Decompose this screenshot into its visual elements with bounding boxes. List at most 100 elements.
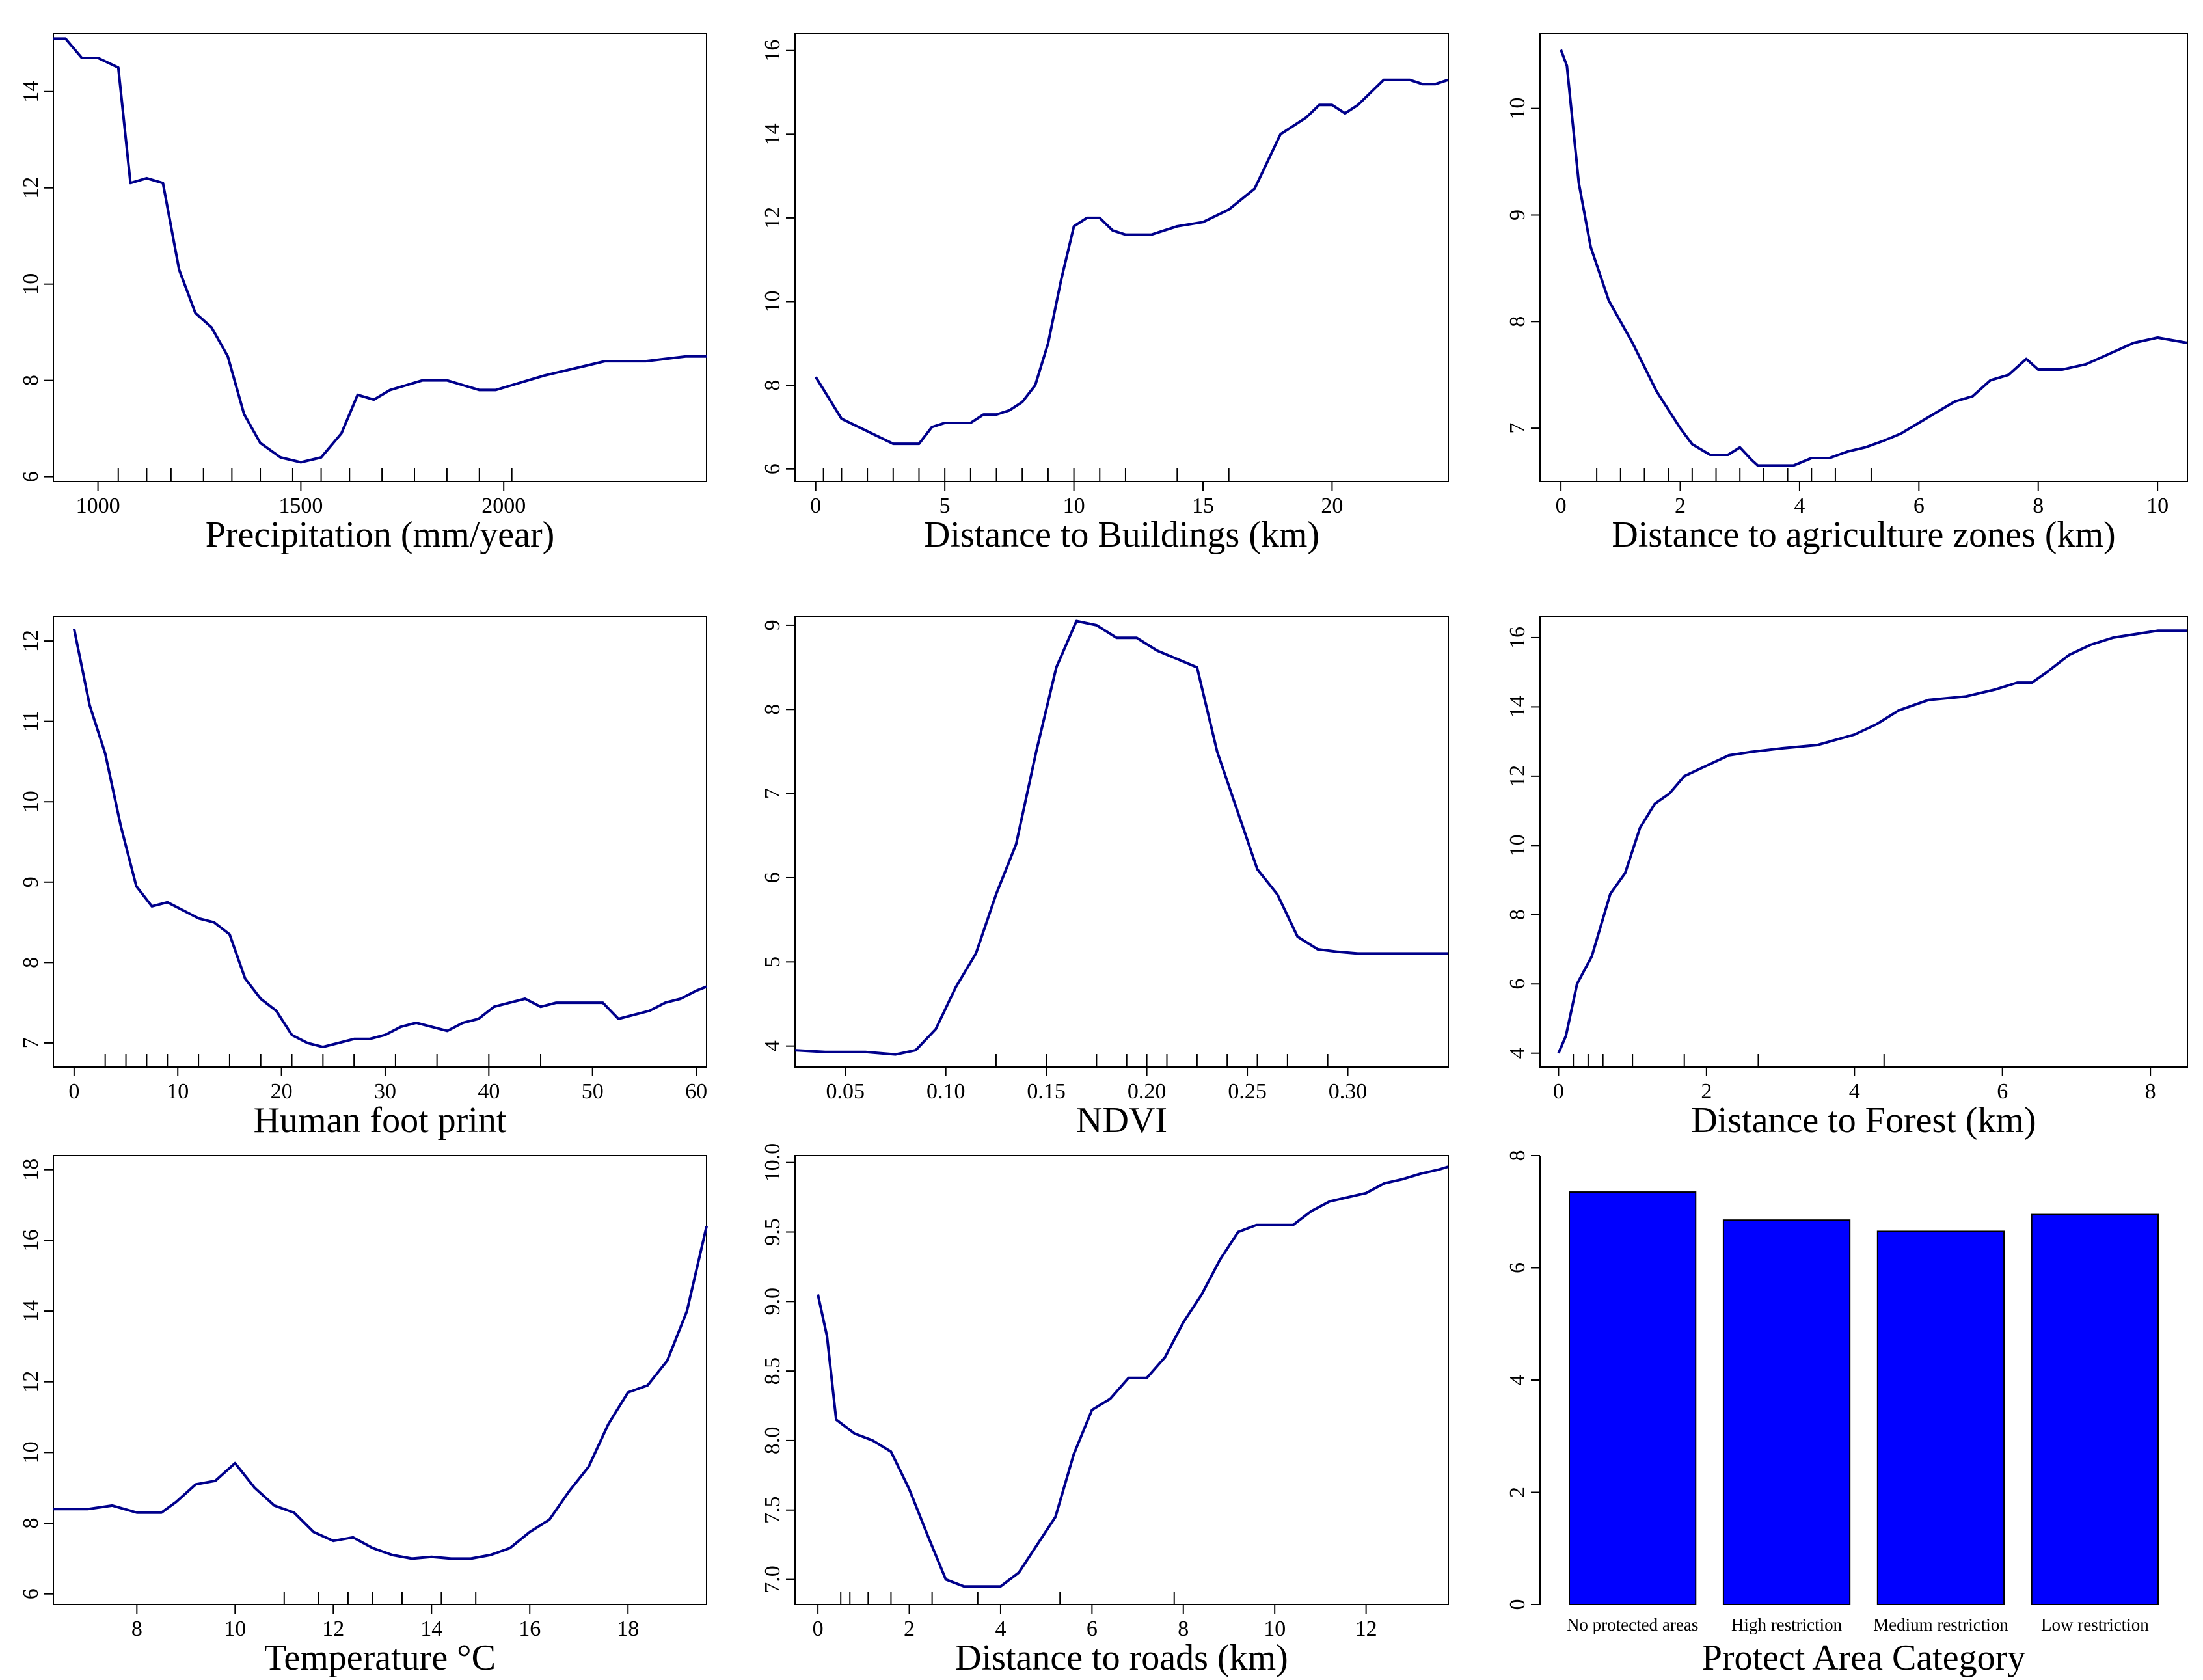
x-tick-label: 30	[374, 1079, 396, 1104]
y-tick-label: 7	[19, 1037, 43, 1048]
y-tick-label: 16	[19, 1229, 43, 1251]
y-tick-label: 10.0	[761, 1143, 785, 1182]
x-tick-label: 8	[131, 1617, 142, 1641]
x-axis-label: Protect Area Category	[1702, 1638, 2026, 1678]
y-tick-label: 12	[19, 630, 43, 652]
y-tick-label: 10	[19, 273, 43, 295]
y-tick-label: 8	[1506, 316, 1530, 327]
x-axis-label: Precipitation (mm/year)	[206, 515, 554, 555]
x-tick-label: 4	[1794, 494, 1805, 518]
x-tick-label: 2	[1701, 1079, 1712, 1104]
y-tick-label: 10	[1506, 834, 1530, 856]
x-tick-label: 1000	[76, 494, 120, 518]
panel-3: 7 8 9 10 0 2 4 6 8 10 Distance to agriculture zone…	[1506, 33, 2188, 555]
x-tick-label: 10	[2146, 494, 2169, 518]
plot-frame	[1539, 33, 2188, 482]
plot-frame	[794, 616, 1449, 1068]
y-tick-label: 10	[19, 1441, 43, 1463]
x-tick-label: 12	[1355, 1617, 1377, 1641]
y-tick-label: 7.5	[761, 1496, 785, 1524]
y-tick-label: 8	[1506, 1150, 1530, 1161]
y-tick-label: 12	[1506, 765, 1530, 787]
y-tick-label: 14	[761, 123, 785, 145]
x-tick-label: 0.10	[926, 1079, 966, 1104]
x-tick-label: 0.15	[1027, 1079, 1066, 1104]
response-curve	[794, 619, 1448, 1056]
x-tick-label: 0	[813, 1617, 824, 1641]
x-tick-label: 6	[1087, 1617, 1098, 1641]
y-tick-label: 6	[761, 463, 785, 474]
x-tick-label: 2	[1675, 494, 1686, 518]
x-tick-label: 10	[167, 1079, 189, 1104]
y-tick-label: 8	[19, 375, 43, 386]
y-tick-label: 14	[19, 81, 43, 103]
x-axis-label: Human foot print	[254, 1100, 507, 1141]
x-axis-label: NDVI	[1076, 1100, 1167, 1141]
y-tick-label: 4	[1506, 1375, 1530, 1386]
y-tick-label: 12	[19, 1371, 43, 1393]
y-tick-label: 10	[19, 791, 43, 813]
x-axis-label: Distance to agriculture zones (km)	[1612, 515, 2115, 555]
panel-6: 4 6 8 10 12 14 16 0 2 4 6 8 Distance to Forest (km)	[1506, 616, 2188, 1141]
x-tick-label: 14	[420, 1617, 442, 1641]
y-tick-label: 16	[1506, 627, 1530, 649]
response-curve	[53, 1226, 708, 1560]
x-tick-label: 1500	[278, 494, 323, 518]
y-tick-label: 8.0	[761, 1427, 785, 1455]
x-tick-label: 18	[617, 1617, 639, 1641]
y-tick-label: 9.0	[761, 1288, 785, 1316]
x-tick-label: 0	[810, 494, 821, 518]
bar-1	[1569, 1191, 1697, 1605]
response-curve	[815, 78, 1449, 446]
y-tick-label: 12	[19, 177, 43, 199]
y-tick-label: 4	[761, 1040, 785, 1051]
y-tick-label: 7	[761, 788, 785, 799]
y-tick-label: 6	[1506, 979, 1530, 990]
x-tick-label: 0.25	[1228, 1079, 1267, 1104]
x-tick-label: 8	[2145, 1079, 2156, 1104]
y-tick-label: 9	[761, 619, 785, 630]
y-tick-label: 14	[1506, 696, 1530, 718]
x-tick-label: 15	[1192, 494, 1214, 518]
bar-2	[1722, 1219, 1851, 1605]
x-tick-label: 40	[478, 1079, 500, 1104]
category-label: Medium restriction	[1873, 1615, 2008, 1634]
y-tick-label: 7	[1506, 423, 1530, 434]
y-tick-label: 8	[761, 704, 785, 715]
response-curve	[817, 1165, 1449, 1588]
category-label: High restriction	[1731, 1615, 1843, 1634]
x-tick-label: 20	[271, 1079, 293, 1104]
y-tick-label: 6	[19, 1588, 43, 1599]
y-tick-label: 11	[19, 711, 43, 732]
x-tick-label: 10	[1264, 1617, 1286, 1641]
y-tick-label: 4	[1506, 1048, 1530, 1059]
y-tick-label: 10	[1506, 98, 1530, 120]
x-tick-label: 2000	[481, 494, 526, 518]
bar-4	[2031, 1213, 2159, 1605]
x-tick-label: 6	[1913, 494, 1925, 518]
panel-9: 0 2 4 6 8 No protected areas High restriction M…	[1506, 1150, 2188, 1678]
x-axis-label: Distance to Buildings (km)	[924, 515, 1319, 555]
y-tick-label: 8	[19, 1518, 43, 1529]
x-tick-label: 10	[224, 1617, 246, 1641]
x-tick-label: 8	[2033, 494, 2044, 518]
y-tick-label: 2	[1506, 1487, 1530, 1498]
x-tick-label: 0	[1556, 494, 1567, 518]
x-tick-label: 5	[939, 494, 951, 518]
y-tick-label: 8.5	[761, 1357, 785, 1385]
x-tick-label: 16	[519, 1617, 541, 1641]
response-curve	[53, 37, 707, 464]
plot-frame	[53, 616, 707, 1068]
x-tick-label: 8	[1178, 1617, 1189, 1641]
x-tick-label: 0	[68, 1079, 79, 1104]
x-tick-label: 12	[322, 1617, 344, 1641]
plot-frame	[53, 33, 707, 482]
y-tick-label: 6	[761, 872, 785, 883]
plot-frame	[794, 1155, 1449, 1605]
y-tick-label: 6	[19, 471, 43, 482]
x-axis-label: Temperature °C	[264, 1638, 496, 1678]
category-label: Low restriction	[2041, 1615, 2149, 1634]
plot-frame	[53, 1155, 707, 1605]
x-tick-label: 10	[1063, 494, 1085, 518]
